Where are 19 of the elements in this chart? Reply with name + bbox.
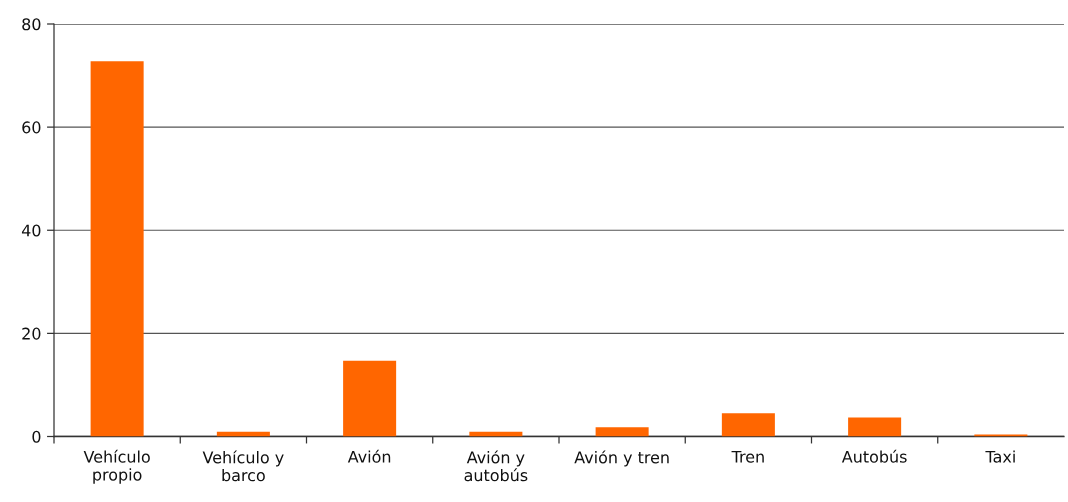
x-tick-label: Autobús	[841, 449, 907, 463]
bar	[90, 61, 144, 437]
y-tick-label: 40	[21, 224, 41, 237]
bar	[848, 417, 902, 437]
x-tick-label: Avión	[347, 449, 391, 463]
bar	[721, 413, 775, 437]
bar	[974, 434, 1028, 437]
x-tick-label: Avión y autobús	[464, 450, 528, 482]
x-tick-label: Avión y tren	[574, 450, 669, 467]
y-tick-label: 60	[22, 121, 41, 134]
x-tick-label: Tren	[731, 450, 764, 463]
y-tick-label: 80	[22, 18, 41, 31]
y-tick-label: 20	[22, 327, 41, 340]
bar	[595, 427, 649, 437]
x-tick-label: Taxi	[985, 450, 1015, 463]
bar	[343, 360, 397, 437]
y-tick-label: 0	[32, 430, 41, 443]
x-tick-label: Vehículo y barco	[202, 450, 284, 482]
x-tick-label: Vehículo propio	[83, 449, 150, 484]
